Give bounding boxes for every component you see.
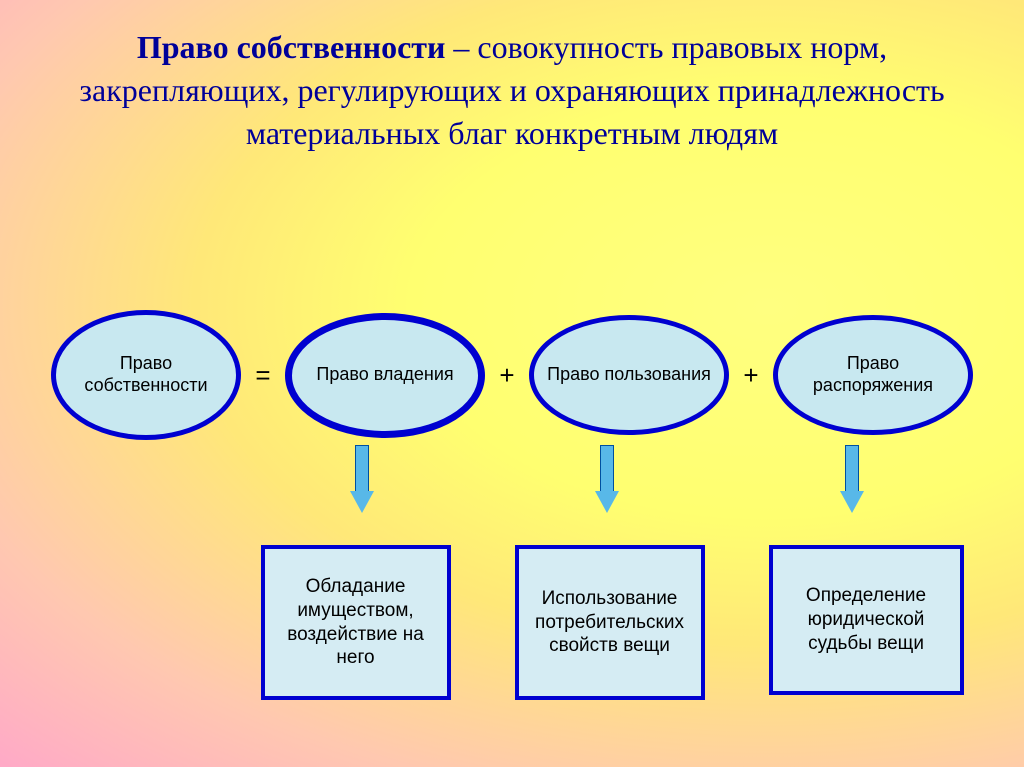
concept-ellipse: Право собственности [51,310,241,440]
concept-ellipse: Право распоряжения [773,315,973,435]
operator: = [251,360,275,391]
ellipse-row: Право собственности = Право владения + Право… [0,310,1024,440]
concept-ellipse: Право пользования [529,315,729,435]
down-arrow-icon [840,445,864,515]
slide-title: Право собственности – совокупность право… [0,0,1024,156]
definition-box: Использование потребительских свойств ве… [515,545,705,700]
title-bold: Право собственности [137,29,446,65]
operator: + [495,360,519,391]
operator: + [739,360,763,391]
definition-box: Определение юридической судьбы вещи [769,545,964,695]
concept-ellipse: Право владения [285,313,485,438]
down-arrow-icon [595,445,619,515]
definition-box: Обладание имуществом, воздействие на нег… [261,545,451,700]
down-arrow-icon [350,445,374,515]
box-row: Обладание имуществом, воздействие на нег… [0,545,1024,700]
